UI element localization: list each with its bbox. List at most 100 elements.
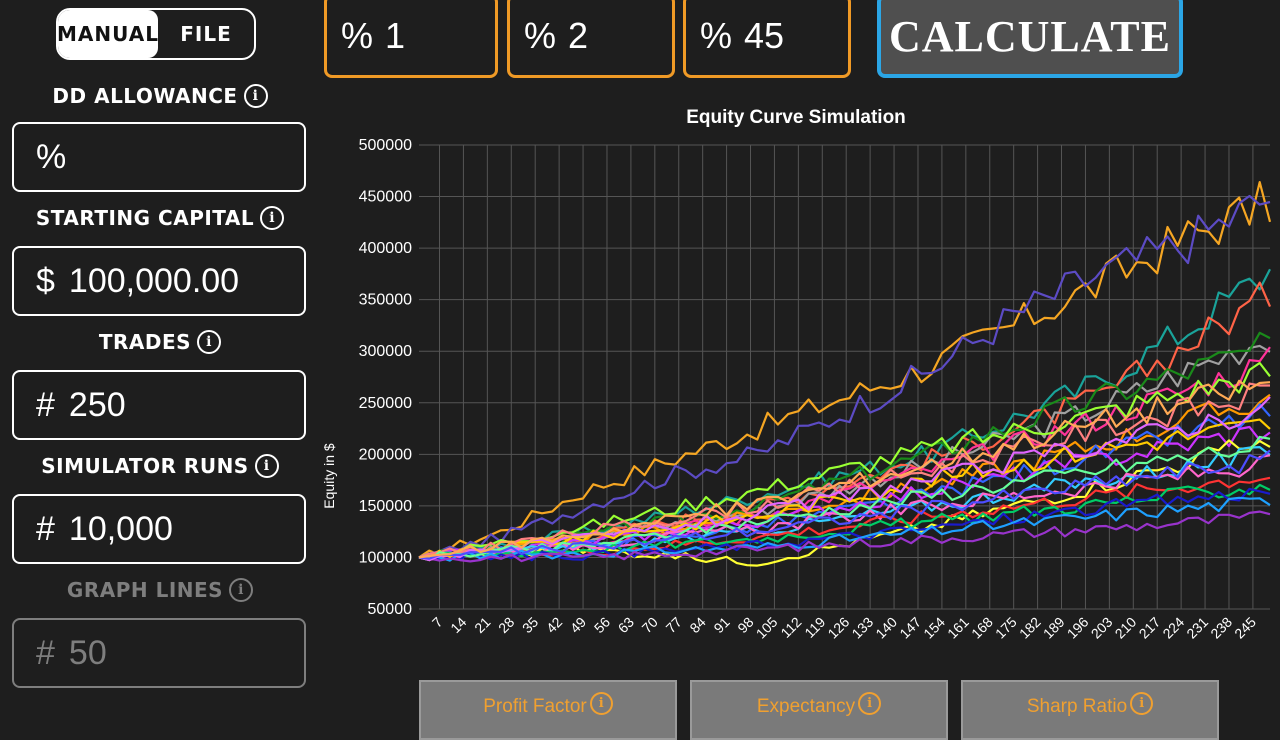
percent-prefix: % xyxy=(700,15,733,56)
info-icon[interactable]: i xyxy=(243,84,268,108)
x-tick-label: 231 xyxy=(1183,614,1211,642)
graph-lines-value: 50 xyxy=(68,633,107,672)
x-tick-label: 63 xyxy=(615,614,637,636)
manual-mode-option[interactable]: MANUAL xyxy=(58,10,158,58)
x-axis-ticks: 7 14 21 28 35 42 49 56 63 70 77 84 91 981051121191261… xyxy=(429,614,1259,642)
starting-capital-label-text: STARTING CAPITAL xyxy=(35,206,255,230)
x-tick-label: 28 xyxy=(495,614,517,636)
profit-factor-button[interactable]: Profit Factor i xyxy=(419,680,677,740)
percent-prefix: % xyxy=(36,137,67,176)
equity-curve-chart: Equity Curve Simulation Equity in $ 5000… xyxy=(321,107,1272,642)
hash-prefix: # xyxy=(36,633,55,672)
x-tick-label: 238 xyxy=(1207,614,1235,642)
expectancy-button[interactable]: Expectancy i xyxy=(690,680,948,740)
trades-input[interactable]: # 250 xyxy=(12,370,306,440)
graph-lines-input: # 50 xyxy=(12,618,306,688)
x-tick-label: 56 xyxy=(591,614,613,636)
x-tick-label: 112 xyxy=(777,614,804,641)
info-icon[interactable]: i xyxy=(197,330,222,354)
equity-line-19 xyxy=(418,510,1271,563)
trades-label-text: TRADES xyxy=(98,330,192,354)
y-tick-label: 500000 xyxy=(359,137,412,154)
trades-value: 250 xyxy=(68,385,126,424)
starting-capital-label: STARTING CAPITAL i xyxy=(0,206,320,230)
y-axis-ticks: 500000 450000 400000 350000 300000 250000 2000… xyxy=(359,137,412,618)
x-tick-label: 196 xyxy=(1064,614,1092,642)
graph-lines-label-text: GRAPH LINES xyxy=(66,578,224,602)
info-icon[interactable]: i xyxy=(260,206,285,230)
x-tick-label: 224 xyxy=(1159,614,1187,642)
x-tick-label: 140 xyxy=(872,614,900,642)
info-icon[interactable]: i xyxy=(1130,692,1154,715)
equity-line-6 xyxy=(418,331,1271,560)
percent-input-2[interactable]: % 2 xyxy=(507,0,675,78)
equity-line-24 xyxy=(418,449,1271,560)
percent-input-1-value: 1 xyxy=(385,15,406,56)
equity-line-2 xyxy=(418,194,1271,559)
x-tick-label: 105 xyxy=(753,614,781,642)
calculate-button[interactable]: CALCULATE xyxy=(877,0,1183,78)
chart-title: Equity Curve Simulation xyxy=(686,107,906,128)
percent-prefix: % xyxy=(341,15,374,56)
y-tick-label: 400000 xyxy=(359,240,412,257)
hash-prefix: # xyxy=(36,385,55,424)
dollar-prefix: $ xyxy=(36,261,55,300)
equity-line-22 xyxy=(418,435,1271,562)
x-tick-label: 14 xyxy=(447,614,469,636)
x-tick-label: 147 xyxy=(896,614,924,642)
profit-factor-label: Profit Factor xyxy=(483,696,587,717)
x-tick-label: 133 xyxy=(848,614,876,642)
y-tick-label: 100000 xyxy=(359,549,412,566)
percent-input-1[interactable]: % 1 xyxy=(324,0,498,78)
y-tick-label: 450000 xyxy=(359,189,412,206)
y-tick-label: 200000 xyxy=(359,446,412,463)
x-tick-label: 175 xyxy=(992,614,1020,642)
starting-capital-input[interactable]: $ 100,000.00 xyxy=(12,246,306,316)
x-tick-label: 70 xyxy=(639,614,661,636)
info-icon[interactable]: i xyxy=(858,692,882,715)
simulator-runs-label-text: SIMULATOR RUNS xyxy=(41,454,249,478)
info-icon[interactable]: i xyxy=(589,692,613,715)
x-tick-label: 35 xyxy=(519,614,541,636)
equity-line-21 xyxy=(418,382,1270,559)
percent-input-3-value: 45 xyxy=(744,15,785,56)
equity-line-23 xyxy=(418,396,1271,562)
info-icon[interactable]: i xyxy=(254,454,279,478)
sharp-ratio-button[interactable]: Sharp Ratio i xyxy=(961,680,1219,740)
y-tick-label: 50000 xyxy=(368,601,413,618)
x-tick-label: 210 xyxy=(1112,614,1140,642)
dd-allowance-input[interactable]: % xyxy=(12,122,306,192)
hash-prefix: # xyxy=(36,509,55,548)
percent-prefix: % xyxy=(524,15,557,56)
x-tick-label: 42 xyxy=(543,614,565,636)
x-tick-label: 126 xyxy=(824,614,852,642)
simulator-runs-input[interactable]: # 10,000 xyxy=(12,494,306,564)
equity-lines xyxy=(418,180,1272,567)
info-icon[interactable]: i xyxy=(229,578,254,602)
y-axis-label: Equity in $ xyxy=(321,443,337,509)
x-tick-label: 154 xyxy=(920,614,948,642)
y-tick-label: 250000 xyxy=(359,395,412,412)
y-tick-label: 350000 xyxy=(359,292,412,309)
equity-line-11 xyxy=(418,425,1271,559)
y-tick-label: 300000 xyxy=(359,343,412,360)
graph-lines-label: GRAPH LINES i xyxy=(0,578,320,602)
x-tick-label: 161 xyxy=(944,614,972,642)
equity-line-17 xyxy=(418,487,1271,562)
x-tick-label: 245 xyxy=(1231,614,1259,642)
x-tick-label: 49 xyxy=(567,614,589,636)
simulator-runs-label: SIMULATOR RUNS i xyxy=(0,454,320,478)
percent-input-3[interactable]: % 45 xyxy=(683,0,851,78)
x-tick-label: 98 xyxy=(734,614,756,636)
dd-allowance-label-text: DD ALLOWANCE xyxy=(52,84,238,108)
x-tick-label: 217 xyxy=(1136,614,1164,642)
x-tick-label: 7 xyxy=(429,614,446,631)
expectancy-label: Expectancy xyxy=(756,696,856,717)
x-tick-label: 119 xyxy=(801,614,828,641)
percent-input-2-value: 2 xyxy=(568,15,589,56)
equity-line-25 xyxy=(418,379,1271,559)
equity-line-1 xyxy=(418,180,1272,559)
mode-toggle[interactable]: MANUAL FILE xyxy=(56,8,256,60)
x-tick-label: 21 xyxy=(471,614,493,636)
file-mode-option[interactable]: FILE xyxy=(180,22,232,46)
